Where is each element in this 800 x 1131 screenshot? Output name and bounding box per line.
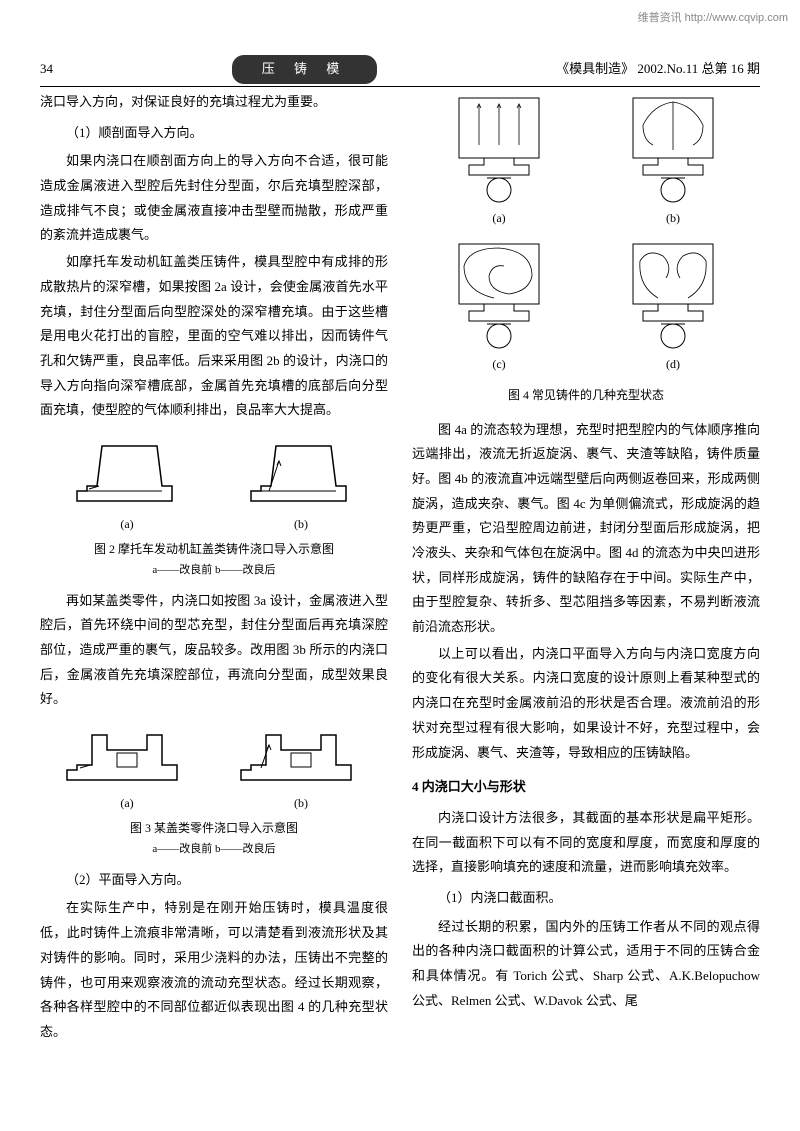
watermark: 维普资讯 http://www.cqvip.com (638, 8, 788, 29)
fig3a-svg (62, 720, 192, 790)
header-issue: 《模具制造》 2002.No.11 总第 16 期 (556, 57, 760, 82)
fig2-caption: 图 2 摩托车发动机缸盖类铸件浇口导入示意图 (40, 540, 388, 558)
fig4d-svg (618, 236, 728, 351)
main-content: 浇口导入方向，对保证良好的充填过程尤为重要。 （1）顺剖面导入方向。 如果内浇口… (40, 90, 760, 1101)
header-center-badge: 压 铸 模 (232, 55, 378, 84)
figure-4: (a) (b) (412, 90, 760, 404)
fig2a-label: (a) (67, 513, 187, 536)
para-8: 经过长期的积累，国内外的压铸工作者从不同的观点得出的各种内浇口截面积的计算公式，… (412, 915, 760, 1014)
figure-3: (a) (b) 图 3 某盖类零件浇口导入示意图 a——改良前 b——改良后 (40, 720, 388, 860)
subhead-3: （1）内浇口截面积。 (412, 886, 760, 911)
page-number: 34 (40, 57, 53, 82)
para-7: 内浇口设计方法很多，其截面的基本形状是扁平矩形。在同一截面积下可以有不同的宽度和… (412, 806, 760, 880)
para-3: 再如某盖类零件，内浇口如按图 3a 设计，金属液进入型腔后，首先环绕中间的型芯充… (40, 589, 388, 712)
para-1: 如果内浇口在顺剖面方向上的导入方向不合适，很可能造成金属液进入型腔后先封住分型面… (40, 149, 388, 248)
fig3-subcaption: a——改良前 b——改良后 (40, 839, 388, 860)
fig4c-svg (444, 236, 554, 351)
fig4a-label: (a) (415, 207, 582, 230)
subhead-2: （2）平面导入方向。 (40, 868, 388, 893)
fig4b-svg (618, 90, 728, 205)
figure-2: (a) (b) 图 2 摩托车发动机缸盖类铸件浇口导入示意图 a——改良前 b—… (40, 431, 388, 581)
fig4d-label: (d) (589, 353, 756, 376)
para-6: 以上可以看出，内浇口平面导入方向与内浇口宽度方向的变化有很大关系。内浇口宽度的设… (412, 642, 760, 765)
fig2b-label: (b) (241, 513, 361, 536)
page-header: 34 压 铸 模 《模具制造》 2002.No.11 总第 16 期 (40, 55, 760, 87)
fig2b-svg (241, 431, 361, 511)
fig3b-svg (236, 720, 366, 790)
para-4: 在实际生产中，特别是在刚开始压铸时，模具温度很低，此时铸件上流痕非常清晰，可以清… (40, 896, 388, 1044)
fig4b-label: (b) (589, 207, 756, 230)
fig4c-label: (c) (415, 353, 582, 376)
fig2a-svg (67, 431, 187, 511)
fig3a-label: (a) (62, 792, 192, 815)
fig4a-svg (444, 90, 554, 205)
fig2-subcaption: a——改良前 b——改良后 (40, 560, 388, 581)
fig3b-label: (b) (236, 792, 366, 815)
subhead-1: （1）顺剖面导入方向。 (40, 121, 388, 146)
para-5: 图 4a 的流态较为理想，充型时把型腔内的气体顺序推向远端排出，液流无折返旋涡、… (412, 418, 760, 640)
fig3-caption: 图 3 某盖类零件浇口导入示意图 (40, 819, 388, 837)
section-4-title: 4 内浇口大小与形状 (412, 775, 760, 800)
fig4-caption: 图 4 常见铸件的几种充型状态 (412, 386, 760, 404)
para-intro: 浇口导入方向，对保证良好的充填过程尤为重要。 (40, 90, 388, 115)
para-2: 如摩托车发动机缸盖类压铸件，模具型腔中有成排的形成散热片的深窄槽，如果按图 2a… (40, 250, 388, 423)
